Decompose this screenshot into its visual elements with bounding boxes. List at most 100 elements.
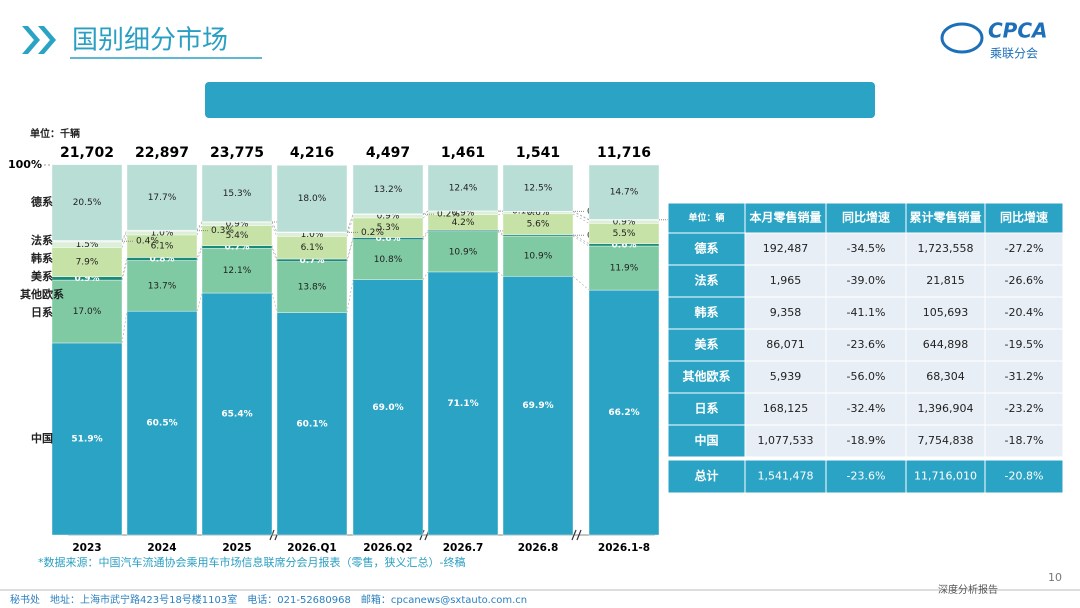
segment-label: 15.3% [223,189,252,199]
segment-label: 60.5% [146,419,177,429]
table-cell [984,232,1064,266]
segment-label: 0.6% [527,208,550,218]
table-header-text: 本月零售销量 [749,210,821,225]
segment-label: 13.2% [374,185,403,195]
segment-label: 5.3% [377,223,400,233]
page-title: 国别细分市场 [72,26,228,56]
segment-label: 65.4% [221,410,252,420]
table-cell-text: 5,939 [770,370,802,383]
page-number: 10 [1048,571,1062,584]
table-cell [905,328,986,362]
footer-report: 深度分析报告 [938,583,998,596]
total-label: 4,216 [290,145,334,161]
bar-segment [352,239,424,280]
connector-line [121,260,128,281]
connector-line [572,276,590,291]
total-label: 1,541 [516,145,560,161]
segment-label: 0.7% [225,242,250,252]
bar-segment [502,276,574,536]
connector-line [121,257,128,277]
connector-line [572,210,590,220]
source-note: *数据来源：中国汽车流通协会乘用车市场信息联席分会月报表（零售，狭义汇总）-终稿 [38,555,465,569]
outside-label: 0.4% [136,237,159,247]
connector-line [572,234,590,245]
segment-label: 0.9% [377,212,400,222]
table-cell [984,392,1064,426]
table-cell-text: -18.9% [847,434,886,447]
total-label: 23,775 [210,145,264,161]
table-cell-text: -41.1% [847,306,886,319]
connector-line [271,292,278,313]
table-cell-text: 法系 [694,273,718,288]
outside-label: 0.2% [437,210,460,220]
x-tick-label: 2024 [147,542,176,554]
logo-mark [940,22,984,54]
y-tick-label: 100% [8,158,42,171]
segment-label: 11.9% [610,264,639,274]
bar-segment [427,271,499,536]
bar-segment [588,245,660,291]
table-cell-text: -23.6% [847,338,886,351]
table-cell [905,424,986,458]
connector-line [497,271,504,277]
segment-label: 0.7% [300,256,325,266]
segment-label: 12.4% [449,183,478,193]
segment-label: 12.5% [524,184,553,194]
connector-line [196,221,203,231]
bar-segment [502,234,574,237]
connector-line [121,229,128,241]
connector-line [346,279,354,313]
segment-label: 0.8% [150,254,175,264]
legend-label: 德系 [30,195,53,209]
x-tick-label: 2025 [222,542,251,554]
table-cell-text: -23.2% [1005,402,1044,415]
segment-label: 51.9% [71,434,102,444]
segment-label: 18.0% [298,194,327,204]
bar-segment [51,247,123,277]
connector-line [196,222,203,232]
segment-label: 13.8% [298,283,327,293]
unit-note: 单位：千辆 [30,127,80,140]
connector-line [497,231,504,237]
segment-label: 69.0% [372,403,403,413]
outside-label: 0.2% [361,228,384,238]
bar-segment [276,165,348,233]
table-header-text: 同比增速 [842,210,890,225]
bar-segment [201,164,273,222]
table-cell-text: -23.6% [847,470,886,483]
bar-segment [352,164,424,215]
table-header-cell [667,202,746,234]
table-cell-text: 9,358 [770,306,802,319]
table-cell [825,296,907,330]
table-cell-text: 86,071 [766,338,805,351]
connector-line [121,311,128,344]
segment-label: 12.1% [223,266,252,276]
bar-segment [51,240,123,243]
table-cell-text: -27.2% [1005,242,1044,255]
table-header-text: 累计零售销量 [909,210,981,225]
table-cell-text: 德系 [694,241,718,256]
segment-label: 60.1% [296,419,327,429]
table-cell [744,424,827,458]
table-cell-text: 总计 [694,468,718,483]
segment-label: 13.7% [148,281,177,291]
table-cell-text: 192,487 [763,242,809,255]
segment-label: 10.9% [524,252,553,262]
bar-segment [51,342,123,536]
connector-line [422,231,429,240]
segment-label: 69.9% [522,401,553,411]
connector-line [196,225,203,236]
x-tick-label: 2026.8 [518,542,559,554]
segment-label: 17.7% [148,193,177,203]
table-cell [825,424,907,458]
bar-segment [427,164,499,212]
connector-line [572,211,590,221]
bar-segment [588,289,660,536]
table-cell-text: 7,754,838 [918,434,974,447]
bar-segment [427,231,499,273]
table-cell-text: -31.2% [1005,370,1044,383]
x-tick-label: 2023 [72,542,101,554]
segment-label: 5.5% [613,229,636,239]
table-cell-text: -26.6% [1005,274,1044,287]
